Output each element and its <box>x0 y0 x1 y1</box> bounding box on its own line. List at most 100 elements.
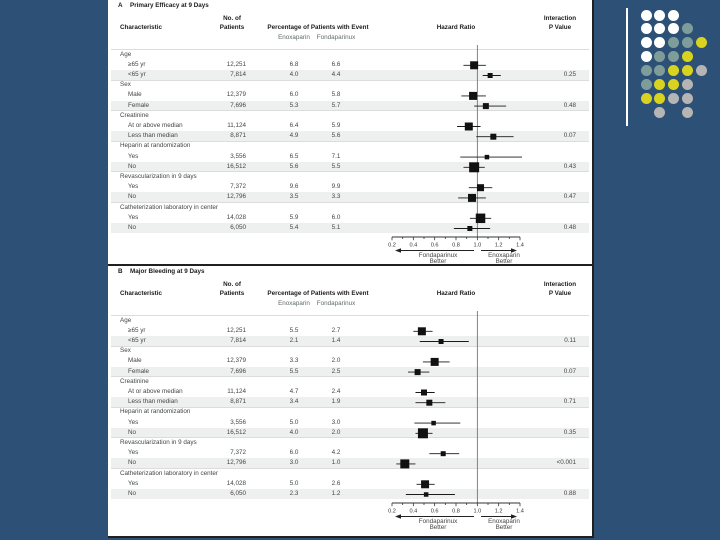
decorative-dot <box>654 9 666 21</box>
decorative-vertical-line <box>626 8 628 126</box>
row-interaction-p-value: 0.07 <box>563 367 576 375</box>
row-fondaparinux-pct: 3.3 <box>331 193 341 201</box>
row-patients-count: 3,556 <box>230 418 246 426</box>
row-patients-count: 11,124 <box>227 388 246 395</box>
group-separator <box>111 140 589 142</box>
row-enoxaparin-pct: 6.5 <box>289 152 299 160</box>
forest-plot-figure: A Primary Efficacy at 9 Days Characteristi… <box>108 0 594 538</box>
row-enoxaparin-pct: 3.5 <box>289 193 299 201</box>
svg-text:1.4: 1.4 <box>516 243 524 249</box>
group-separator <box>111 468 589 469</box>
row-characteristic: At or above median <box>128 122 183 129</box>
decorative-dot <box>696 65 708 77</box>
row-interaction-p-value: 0.71 <box>563 398 576 406</box>
row-fondaparinux-pct: 1.4 <box>331 337 341 344</box>
decorative-dot <box>654 23 666 35</box>
left-arrow-label: Fondaparinux <box>418 251 458 259</box>
row-interaction-p-value: 0.11 <box>564 337 576 344</box>
group-separator <box>111 110 589 112</box>
col-subheader-enoxaparin: Enoxaparin <box>278 299 310 307</box>
decorative-dot <box>682 106 694 118</box>
row-characteristic: No <box>128 162 137 170</box>
row-characteristic: <65 yr <box>128 337 146 344</box>
row-stripe <box>111 131 589 142</box>
row-stripe <box>111 161 589 172</box>
row-enoxaparin-pct: 5.6 <box>289 162 299 170</box>
row-fondaparinux-pct: 4.4 <box>331 71 341 78</box>
col-subheader-enoxaparin: Enoxaparin <box>278 33 310 41</box>
row-enoxaparin-pct: 4.0 <box>289 428 299 436</box>
row-characteristic: Yes <box>128 449 139 457</box>
right-arrow-label: Better <box>495 258 513 265</box>
row-fondaparinux-pct: 2.6 <box>331 479 341 487</box>
row-fondaparinux-pct: 5.6 <box>331 132 341 140</box>
row-enoxaparin-pct: 3.0 <box>289 459 299 467</box>
row-fondaparinux-pct: 6.6 <box>331 60 341 68</box>
row-interaction-p-value: 0.48 <box>563 101 576 109</box>
row-patients-count: 12,379 <box>226 91 246 99</box>
group-name: Revascularization in 9 days <box>120 439 197 446</box>
decorative-dot <box>682 37 694 49</box>
panel-label: A <box>118 2 123 9</box>
col-header-interaction-p: P Value <box>548 289 572 297</box>
decorative-dot <box>682 65 694 77</box>
row-patients-count: 7,814 <box>230 71 246 78</box>
row-enoxaparin-pct: 5.0 <box>289 418 299 426</box>
row-stripe <box>111 427 589 438</box>
row-patients-count: 16,512 <box>226 428 246 436</box>
row-fondaparinux-pct: 3.0 <box>331 418 341 426</box>
left-arrow-label: Fondaparinux <box>418 517 458 525</box>
row-enoxaparin-pct: 9.6 <box>289 183 299 191</box>
row-enoxaparin-pct: 5.9 <box>289 213 299 221</box>
row-patients-count: 16,512 <box>226 162 246 170</box>
row-characteristic: No <box>128 224 137 231</box>
decorative-dot <box>668 9 680 21</box>
group-name: Catheterization laboratory in center <box>120 469 219 477</box>
decorative-dot <box>654 65 666 77</box>
decorative-dot <box>668 92 680 104</box>
row-stripe <box>111 223 589 234</box>
row-patients-count: 3,556 <box>230 152 246 160</box>
row-interaction-p-value: 0.47 <box>563 193 576 201</box>
row-characteristic: No <box>128 193 137 201</box>
decorative-dot <box>654 37 666 49</box>
row-stripe <box>111 192 589 203</box>
row-interaction-p-value: 0.88 <box>563 490 576 497</box>
decorative-dot <box>640 51 652 63</box>
decorative-dot <box>682 92 694 104</box>
row-fondaparinux-pct: 1.2 <box>331 490 341 497</box>
row-patients-count: 11,124 <box>227 122 246 129</box>
row-stripe <box>111 489 589 500</box>
col-header-characteristic: Characteristic <box>120 23 162 31</box>
decorative-dot <box>682 51 694 63</box>
row-enoxaparin-pct: 5.5 <box>289 326 299 334</box>
col-header-hazard-ratio: Hazard Ratio <box>436 23 476 31</box>
row-stripe <box>111 336 589 347</box>
row-enoxaparin-pct: 5.0 <box>289 479 299 487</box>
svg-text:0.2: 0.2 <box>388 243 396 249</box>
group-name: Revascularization in 9 days <box>120 173 197 180</box>
right-arrow-label: Enoxaparin <box>488 517 520 525</box>
row-interaction-p-value: 0.25 <box>563 71 576 78</box>
row-enoxaparin-pct: 6.8 <box>289 60 299 68</box>
group-separator <box>111 315 589 316</box>
row-patients-count: 14,028 <box>226 479 246 487</box>
row-patients-count: 7,696 <box>230 367 246 375</box>
decorative-dot <box>668 65 680 77</box>
svg-text:1.2: 1.2 <box>495 509 503 515</box>
group-name: Heparin at randomization <box>120 142 191 150</box>
row-enoxaparin-pct: 4.7 <box>289 388 299 395</box>
row-fondaparinux-pct: 5.8 <box>331 91 341 99</box>
row-patients-count: 12,251 <box>226 326 246 334</box>
group-name: Sex <box>120 81 131 89</box>
row-characteristic: Female <box>128 101 149 109</box>
right-arrow-label: Enoxaparin <box>488 251 520 259</box>
decorative-dot <box>640 79 652 90</box>
row-fondaparinux-pct: 4.2 <box>331 449 341 457</box>
row-characteristic: Less than median <box>128 132 178 140</box>
col-header-interaction-p: Interaction <box>543 281 577 288</box>
row-characteristic: Male <box>128 91 142 99</box>
row-fondaparinux-pct: 1.0 <box>331 459 341 467</box>
group-name: Creatinine <box>120 377 149 385</box>
group-name: Heparin at randomization <box>120 408 191 416</box>
